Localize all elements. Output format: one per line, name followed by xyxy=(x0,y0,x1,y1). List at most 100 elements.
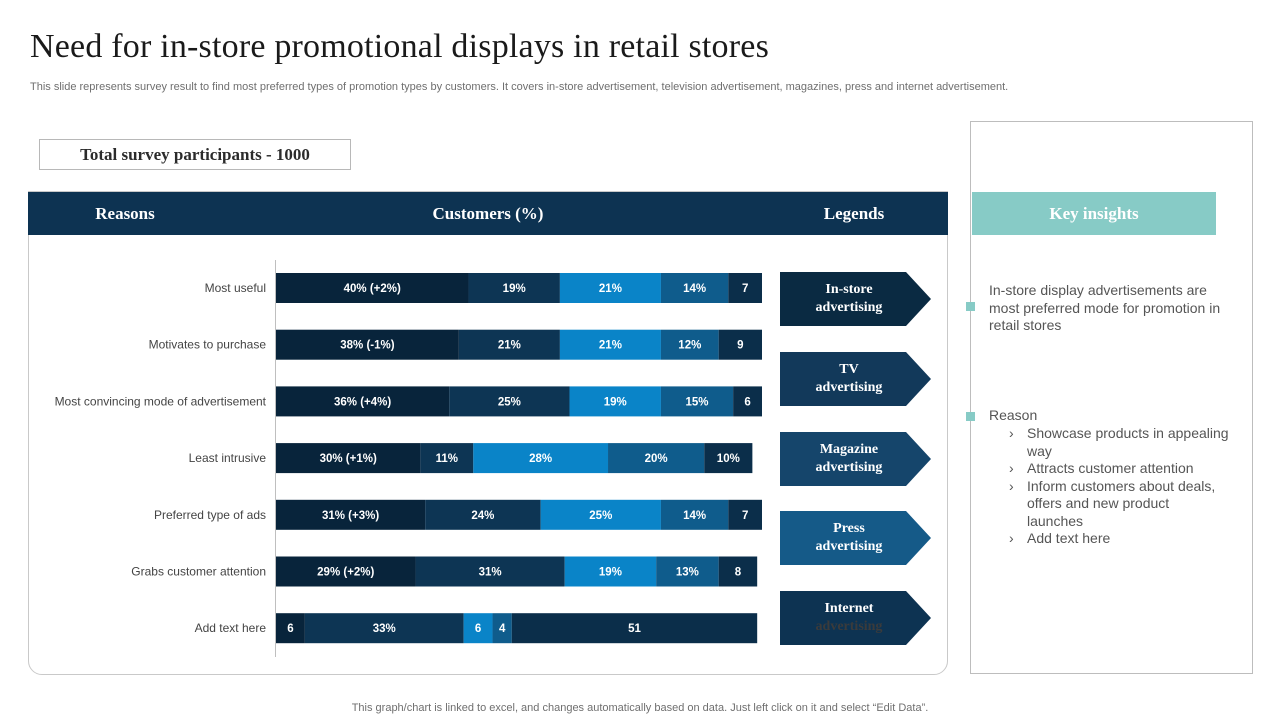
bar-segment xyxy=(569,386,661,417)
data-label: 36% (+4%) xyxy=(334,396,391,408)
reason-text: Add text here xyxy=(1027,530,1111,546)
category-label: Least intrusive xyxy=(189,451,267,465)
legend-item: TV advertising xyxy=(780,352,931,406)
bar-segment xyxy=(704,443,753,474)
bar-segment xyxy=(449,386,570,417)
category-label: Add text here xyxy=(195,621,267,635)
data-label: 33% xyxy=(373,623,396,635)
bar-segment xyxy=(660,386,734,417)
bar-segment xyxy=(276,273,469,303)
arrow-shape-icon xyxy=(780,591,931,645)
table-header-bar: Reasons Customers (%) Legends xyxy=(28,192,948,235)
data-label: 4 xyxy=(499,623,506,635)
bar-segment xyxy=(608,443,705,474)
legend-label-line2: advertising xyxy=(815,380,883,395)
data-label: 15% xyxy=(686,396,709,408)
chevron-right-icon: › xyxy=(1009,477,1014,494)
participants-box: Total survey participants - 1000 xyxy=(39,139,351,170)
legend-label-line1: Internet xyxy=(824,601,874,616)
data-label: 6 xyxy=(744,396,750,408)
data-label: 31% xyxy=(479,567,502,579)
bar-segment xyxy=(559,329,661,360)
bar-segment xyxy=(276,443,421,474)
customers-header: Customers (%) xyxy=(432,204,544,223)
bar-segment xyxy=(276,329,459,360)
category-label: Most convincing mode of advertisement xyxy=(55,394,267,408)
data-label: 51 xyxy=(628,623,641,635)
legend-label-line1: Magazine xyxy=(819,442,879,457)
legends-header: Legends xyxy=(823,204,885,223)
data-label: 11% xyxy=(436,453,458,465)
legend-label-line2: advertising xyxy=(815,460,883,475)
legend-item: Press advertising xyxy=(780,511,931,565)
data-label: 19% xyxy=(604,396,627,408)
legend-label: Press advertising xyxy=(780,511,930,565)
bar-segment xyxy=(425,499,541,530)
legend-label-line2: advertising xyxy=(815,539,883,554)
legend-item: In-store advertising xyxy=(780,272,931,326)
data-label: 40% (+2%) xyxy=(344,283,401,295)
data-label: 6 xyxy=(287,623,293,635)
legend-label: In-store advertising xyxy=(780,272,930,326)
bar-segment xyxy=(660,499,729,530)
legend-label: Magazine advertising xyxy=(780,432,930,486)
page-subtitle: This slide represents survey result to f… xyxy=(30,81,1009,93)
bar-segment xyxy=(511,613,758,644)
bar-segment xyxy=(718,556,758,587)
data-label: 21% xyxy=(599,283,622,295)
data-label: 24% xyxy=(471,510,494,522)
bar-segment xyxy=(473,443,609,474)
bar-segment xyxy=(276,386,450,417)
bar-segment xyxy=(420,443,474,474)
legend-label-line2: advertising xyxy=(815,619,883,634)
bar-segment xyxy=(718,329,762,360)
data-label: 29% (+2%) xyxy=(317,567,374,579)
bar-segment xyxy=(458,329,560,360)
reason-item: › Add text here xyxy=(1009,530,1229,548)
reason-item: › Showcase products in appealing way xyxy=(1009,425,1229,460)
reason-bullet-icon xyxy=(966,412,975,421)
bar-segment xyxy=(415,556,565,587)
data-label: 7 xyxy=(742,283,748,295)
reason-list: › Showcase products in appealing way › Attr… xyxy=(1009,425,1229,548)
bar-segment xyxy=(660,273,729,303)
bar-segment xyxy=(540,499,661,530)
data-label: 14% xyxy=(683,510,706,522)
data-label: 28% xyxy=(529,453,552,465)
bar-segment xyxy=(564,556,657,587)
bar-segment xyxy=(468,273,560,303)
bar-segment xyxy=(660,329,719,360)
reason-label: Reason xyxy=(989,407,1038,423)
reason-item: › Inform customers about deals, offers an… xyxy=(1009,478,1229,531)
legend-label: Internet advertising xyxy=(780,591,930,645)
data-label: 9 xyxy=(737,340,743,352)
data-label: 31% (+3%) xyxy=(322,510,379,522)
arrow-shape-icon xyxy=(780,272,931,326)
data-label: 6 xyxy=(475,623,481,635)
data-label: 20% xyxy=(645,453,668,465)
category-label: Grabs customer attention xyxy=(131,565,266,579)
data-label: 8 xyxy=(735,567,742,579)
page-title: Need for in-store promotional displays i… xyxy=(30,28,769,65)
data-label: 38% (-1%) xyxy=(340,340,394,352)
arrow-shape-icon xyxy=(780,352,931,406)
insight-bullet-icon xyxy=(966,302,975,311)
reason-text: Inform customers about deals, offers and… xyxy=(1027,477,1216,529)
bar-segment xyxy=(492,613,512,644)
footer-note: This graph/chart is linked to excel, and… xyxy=(351,702,929,714)
bar-segment xyxy=(276,556,416,587)
data-label: 25% xyxy=(498,396,521,408)
category-label: Motivates to purchase xyxy=(149,338,267,352)
chevron-right-icon: › xyxy=(1009,425,1014,441)
data-label: 12% xyxy=(678,340,701,352)
key-insights-header: Key insights xyxy=(972,192,1216,235)
arrow-shape-icon xyxy=(780,432,931,486)
data-label: 7 xyxy=(742,510,748,522)
chart-panel xyxy=(28,191,948,675)
data-label: 19% xyxy=(503,283,526,295)
category-label: Most useful xyxy=(205,281,266,295)
bar-segment xyxy=(656,556,719,587)
data-label: 19% xyxy=(599,567,622,579)
legend-label-line1: TV xyxy=(839,362,859,377)
chevron-right-icon: › xyxy=(1009,530,1014,546)
